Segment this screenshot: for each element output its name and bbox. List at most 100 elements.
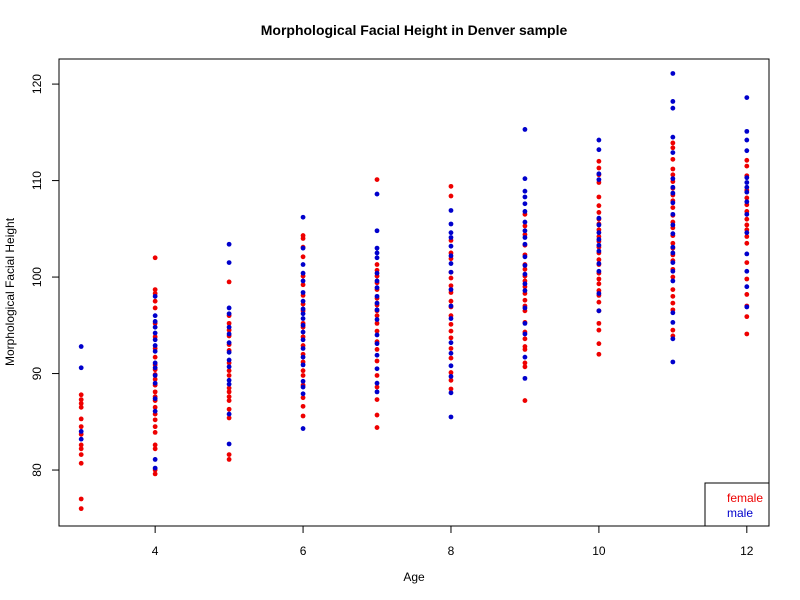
female-point — [226, 385, 232, 391]
female-point — [226, 373, 232, 378]
male-point — [300, 306, 306, 312]
female-point — [744, 331, 750, 337]
female-point — [596, 194, 602, 200]
female-point — [744, 240, 750, 246]
male-point — [374, 293, 380, 299]
male-point — [744, 268, 750, 274]
male-point — [152, 373, 158, 378]
female-point — [670, 205, 676, 210]
male-point — [374, 352, 380, 358]
male-point — [300, 262, 306, 267]
male-point — [522, 188, 528, 194]
female-point — [744, 234, 750, 239]
female-point — [448, 183, 454, 189]
female-point — [152, 354, 158, 360]
female-point — [670, 172, 676, 178]
male-point — [374, 332, 380, 338]
female-point — [78, 452, 84, 457]
male-point — [448, 303, 454, 309]
male-point — [152, 457, 158, 462]
female-point — [152, 255, 158, 261]
male-point — [374, 307, 380, 313]
male-point — [374, 366, 380, 372]
legend: female male — [704, 482, 770, 527]
male-point — [522, 127, 528, 132]
male-point — [596, 261, 602, 266]
female-point — [448, 377, 454, 383]
female-point — [226, 368, 232, 374]
female-point — [670, 240, 676, 246]
male-point — [226, 441, 232, 447]
male-point — [670, 200, 676, 206]
male-point — [374, 278, 380, 284]
female-point — [300, 368, 306, 374]
female-point — [596, 165, 602, 171]
female-point — [152, 424, 158, 430]
female-point — [152, 446, 158, 452]
male-point — [744, 189, 750, 195]
male-point — [300, 322, 306, 328]
male-point — [78, 436, 84, 442]
female-point — [78, 506, 84, 512]
male-point — [226, 311, 232, 317]
female-point — [744, 216, 750, 222]
female-point — [374, 347, 380, 352]
female-point — [152, 389, 158, 395]
male-point — [744, 137, 750, 143]
male-point — [152, 324, 158, 330]
male-point — [596, 268, 602, 274]
male-point — [596, 137, 602, 143]
male-point — [596, 230, 602, 236]
male-point — [670, 134, 676, 140]
female-point — [596, 203, 602, 209]
male-point — [374, 285, 380, 291]
male-point — [744, 184, 750, 190]
male-point — [152, 408, 158, 414]
male-point — [78, 429, 84, 434]
male-point — [596, 308, 602, 314]
male-point — [152, 319, 158, 324]
male-point — [448, 340, 454, 346]
male-point — [374, 245, 380, 251]
female-point — [744, 222, 750, 228]
y-axis-label: Morphological Facial Height — [3, 217, 17, 366]
female-point — [522, 398, 528, 403]
female-point — [226, 415, 232, 421]
female-point — [78, 416, 84, 422]
male-point — [448, 414, 454, 420]
male-point — [300, 290, 306, 295]
male-point — [744, 251, 750, 257]
female-point — [448, 193, 454, 199]
male-point — [596, 291, 602, 296]
x-axis: 4 6 8 10 12 — [152, 525, 754, 558]
male-point — [744, 230, 750, 236]
x-axis-label: Age — [403, 570, 425, 584]
female-point — [596, 299, 602, 305]
male-point — [226, 340, 232, 346]
female-point — [448, 321, 454, 327]
female-point — [152, 417, 158, 423]
male-point — [448, 230, 454, 236]
female-point — [78, 401, 84, 406]
y-tick-label: 90 — [30, 367, 44, 381]
female-point — [448, 370, 454, 375]
female-point — [300, 233, 306, 238]
male-point — [226, 331, 232, 337]
male-point — [300, 278, 306, 284]
female-point — [596, 327, 602, 333]
male-point — [596, 215, 602, 221]
male-point — [522, 281, 528, 287]
male-point — [744, 180, 750, 185]
x-tick-label: 10 — [592, 544, 606, 558]
male-point — [448, 243, 454, 249]
female-point — [152, 305, 158, 311]
female-point — [596, 281, 602, 287]
male-point — [78, 365, 84, 371]
female-point — [152, 430, 158, 435]
female-point — [300, 254, 306, 260]
male-point — [670, 222, 676, 228]
plot-frame — [58, 58, 770, 527]
male-point — [374, 250, 380, 256]
female-point — [374, 384, 380, 390]
female-point — [670, 293, 676, 299]
